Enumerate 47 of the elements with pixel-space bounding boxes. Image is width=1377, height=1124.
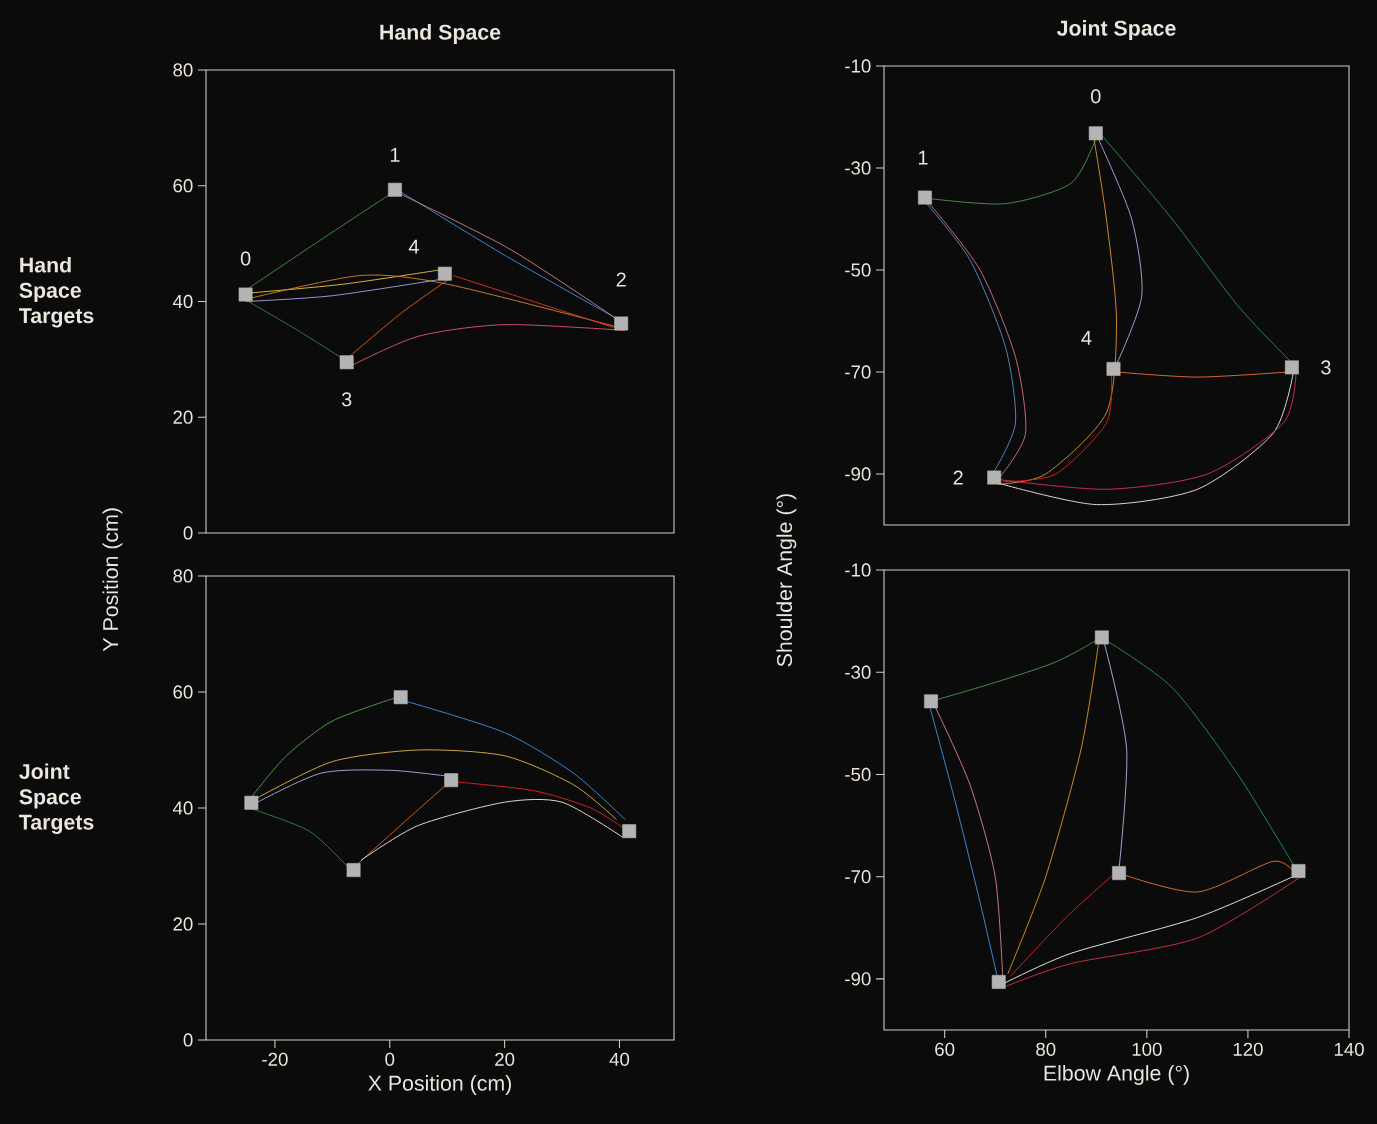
- chart-title: Joint Space: [1056, 20, 1176, 40]
- x-tick-label: 40: [609, 1052, 630, 1066]
- text: Hand Space Targets: [19, 256, 94, 328]
- y-tick-label: -50: [845, 263, 871, 277]
- annotation: 0: [1091, 89, 1101, 104]
- y-tick-label: -30: [845, 665, 871, 679]
- y-axis-title: Shoulder Angle (°): [776, 494, 797, 667]
- y-tick-label: -30: [845, 161, 871, 175]
- y-tick-label: 40: [172, 801, 193, 815]
- x-tick-label: 120: [1233, 1042, 1263, 1056]
- x-tick-label: 140: [1334, 1042, 1364, 1056]
- x-tick-label: 100: [1132, 1042, 1162, 1056]
- y-tick-label: 40: [172, 294, 193, 309]
- y-tick-label: -70: [845, 870, 871, 884]
- y-tick-label: 60: [173, 179, 193, 193]
- y-tick-label: -10: [845, 563, 871, 577]
- x-axis-title: Elbow Angle (°): [1044, 1065, 1189, 1085]
- x-axis-title: X Position (cm): [368, 1075, 511, 1095]
- annotation: 1: [390, 147, 400, 162]
- annotation: 1: [918, 150, 928, 165]
- x-tick-label: 80: [1036, 1042, 1056, 1056]
- annotation: 0: [240, 251, 251, 266]
- annotation: 2: [953, 470, 963, 485]
- annotation: 4: [1081, 331, 1092, 345]
- annotation: 2: [616, 272, 626, 287]
- y-tick-label: 0: [183, 526, 193, 540]
- x-tick-label: 0: [385, 1052, 395, 1066]
- y-tick-label: -50: [845, 767, 871, 782]
- annotation: 3: [341, 392, 352, 407]
- x-tick-label: 20: [495, 1052, 515, 1066]
- y-tick-label: -90: [845, 972, 871, 986]
- x-tick-label: 60: [935, 1042, 955, 1056]
- text: Joint Space Targets: [19, 763, 94, 835]
- annotation: 4: [408, 239, 419, 254]
- y-tick-label: 80: [173, 63, 193, 77]
- y-tick-label: -10: [845, 59, 871, 73]
- y-axis-title: Y Position (cm): [102, 508, 123, 652]
- chart-title: Hand Space: [380, 24, 501, 44]
- annotation: 3: [1321, 360, 1331, 375]
- y-tick-label: -70: [845, 365, 871, 379]
- y-tick-label: 80: [173, 569, 193, 583]
- y-tick-label: -90: [845, 467, 871, 481]
- y-tick-label: 20: [173, 410, 193, 424]
- y-tick-label: 0: [183, 1033, 193, 1047]
- x-tick-label: -20: [262, 1052, 288, 1066]
- y-tick-label: 60: [173, 685, 193, 699]
- y-tick-label: 20: [173, 917, 193, 931]
